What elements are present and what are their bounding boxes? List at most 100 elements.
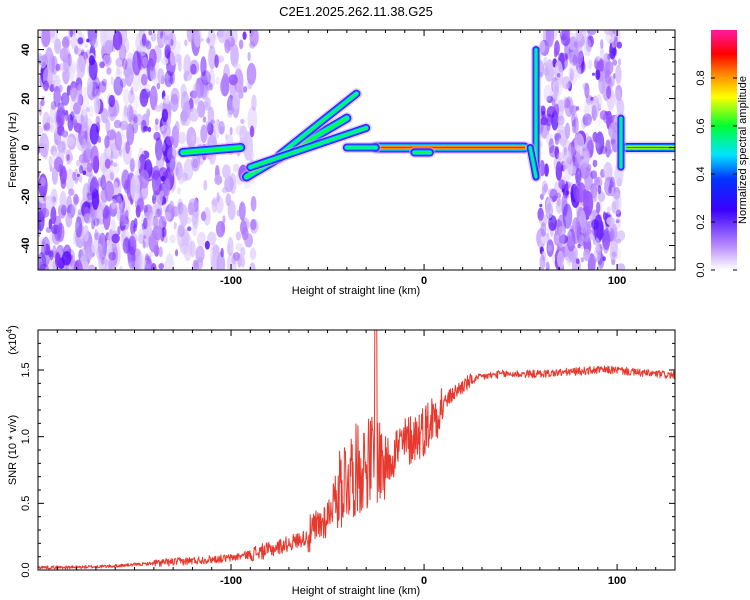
noise-blob bbox=[204, 97, 210, 111]
noise-blob bbox=[100, 174, 106, 191]
noise-blob bbox=[48, 218, 53, 230]
snr-panel: -100 0 100 0.0 0.5 1.0 1.5 Height of str… bbox=[5, 325, 676, 597]
noise-blob bbox=[202, 116, 207, 123]
noise-blob bbox=[239, 125, 248, 144]
noise-blob bbox=[602, 211, 607, 221]
noise-blob bbox=[94, 88, 102, 97]
noise-blob bbox=[165, 35, 170, 41]
noise-blob bbox=[606, 227, 615, 242]
noise-blob bbox=[91, 218, 96, 230]
noise-blob bbox=[200, 211, 207, 222]
noise-blob bbox=[133, 217, 138, 228]
noise-blob bbox=[162, 142, 166, 152]
top-y-tick-label: 20 bbox=[20, 92, 32, 104]
noise-blob bbox=[91, 38, 99, 49]
noise-blob bbox=[76, 92, 83, 106]
noise-blob bbox=[551, 110, 559, 131]
noise-blob bbox=[197, 100, 206, 118]
top-x-tick-label: 100 bbox=[608, 275, 626, 287]
noise-blob bbox=[606, 216, 615, 226]
noise-blob bbox=[174, 249, 179, 257]
noise-blob bbox=[170, 87, 180, 105]
noise-blob bbox=[164, 70, 173, 88]
noise-blob bbox=[557, 115, 565, 126]
noise-blob bbox=[112, 30, 123, 51]
noise-blob bbox=[67, 133, 77, 150]
noise-blob bbox=[170, 38, 174, 47]
noise-blob bbox=[64, 35, 71, 48]
noise-blob bbox=[558, 99, 565, 113]
noise-blob bbox=[606, 206, 611, 216]
noise-blob bbox=[54, 138, 58, 146]
noise-blob bbox=[204, 87, 208, 93]
top-x-tick-label: -100 bbox=[220, 275, 242, 287]
noise-blob bbox=[82, 109, 87, 117]
noise-blob bbox=[564, 96, 574, 118]
noise-blob bbox=[569, 68, 575, 81]
noise-blob bbox=[232, 92, 241, 110]
noise-blob bbox=[133, 115, 138, 124]
noise-blob bbox=[100, 201, 105, 211]
noise-blob bbox=[196, 231, 206, 248]
noise-blob bbox=[49, 249, 54, 261]
noise-blob bbox=[160, 175, 166, 182]
noise-blob bbox=[88, 55, 95, 66]
noise-blob bbox=[127, 66, 133, 75]
noise-blob bbox=[572, 156, 576, 163]
noise-blob bbox=[616, 247, 622, 261]
noise-blob bbox=[213, 119, 220, 139]
noise-blob bbox=[233, 68, 244, 94]
noise-blob bbox=[571, 79, 575, 86]
noise-blob bbox=[562, 203, 573, 229]
noise-blob bbox=[42, 80, 49, 92]
noise-blob bbox=[73, 169, 79, 185]
noise-blob bbox=[232, 251, 240, 262]
noise-blob bbox=[119, 265, 123, 270]
noise-blob bbox=[573, 41, 578, 48]
noise-blob bbox=[586, 30, 597, 36]
noise-blob bbox=[224, 39, 231, 54]
noise-blob bbox=[38, 125, 44, 134]
band-edge-track bbox=[529, 146, 537, 178]
noise-blob bbox=[145, 255, 152, 265]
noise-blob bbox=[123, 88, 130, 106]
noise-blob bbox=[575, 168, 582, 187]
noise-blob bbox=[81, 49, 85, 54]
noise-blob bbox=[66, 153, 70, 162]
noise-blob bbox=[242, 85, 248, 93]
noise-blob bbox=[545, 133, 554, 146]
noise-blob bbox=[104, 158, 111, 169]
bottom-x-axis-label: Height of straight line (km) bbox=[292, 585, 420, 597]
noise-blob bbox=[151, 203, 159, 216]
noise-blob bbox=[249, 125, 255, 138]
noise-blob bbox=[239, 220, 248, 236]
noise-blob bbox=[186, 226, 192, 232]
noise-blob bbox=[82, 137, 87, 151]
noise-blob bbox=[67, 61, 78, 74]
colorbar-tick-label: 0.0 bbox=[695, 262, 707, 277]
noise-blob bbox=[556, 192, 561, 200]
noise-blob bbox=[63, 55, 70, 73]
spectrogram-frame bbox=[37, 29, 676, 271]
noise-blob bbox=[206, 37, 211, 44]
noise-blob bbox=[86, 77, 93, 96]
noise-blob bbox=[38, 30, 43, 38]
noise-blob bbox=[110, 76, 114, 86]
noise-blob bbox=[115, 195, 123, 214]
noise-blob bbox=[98, 81, 107, 93]
noise-blob bbox=[571, 217, 581, 245]
noise-blob bbox=[93, 218, 100, 227]
noise-blob bbox=[541, 185, 546, 196]
noise-blob bbox=[226, 243, 231, 255]
noise-blob bbox=[200, 124, 208, 144]
noise-blob bbox=[557, 137, 562, 144]
noise-blob bbox=[69, 154, 74, 161]
noise-blob bbox=[119, 78, 127, 88]
noise-blob bbox=[616, 230, 626, 241]
noise-blob bbox=[554, 40, 560, 56]
noise-blob bbox=[73, 193, 79, 206]
noise-blob bbox=[86, 192, 90, 202]
noise-blob bbox=[553, 103, 560, 120]
noise-blob bbox=[38, 237, 47, 256]
noise-blob bbox=[547, 244, 553, 252]
